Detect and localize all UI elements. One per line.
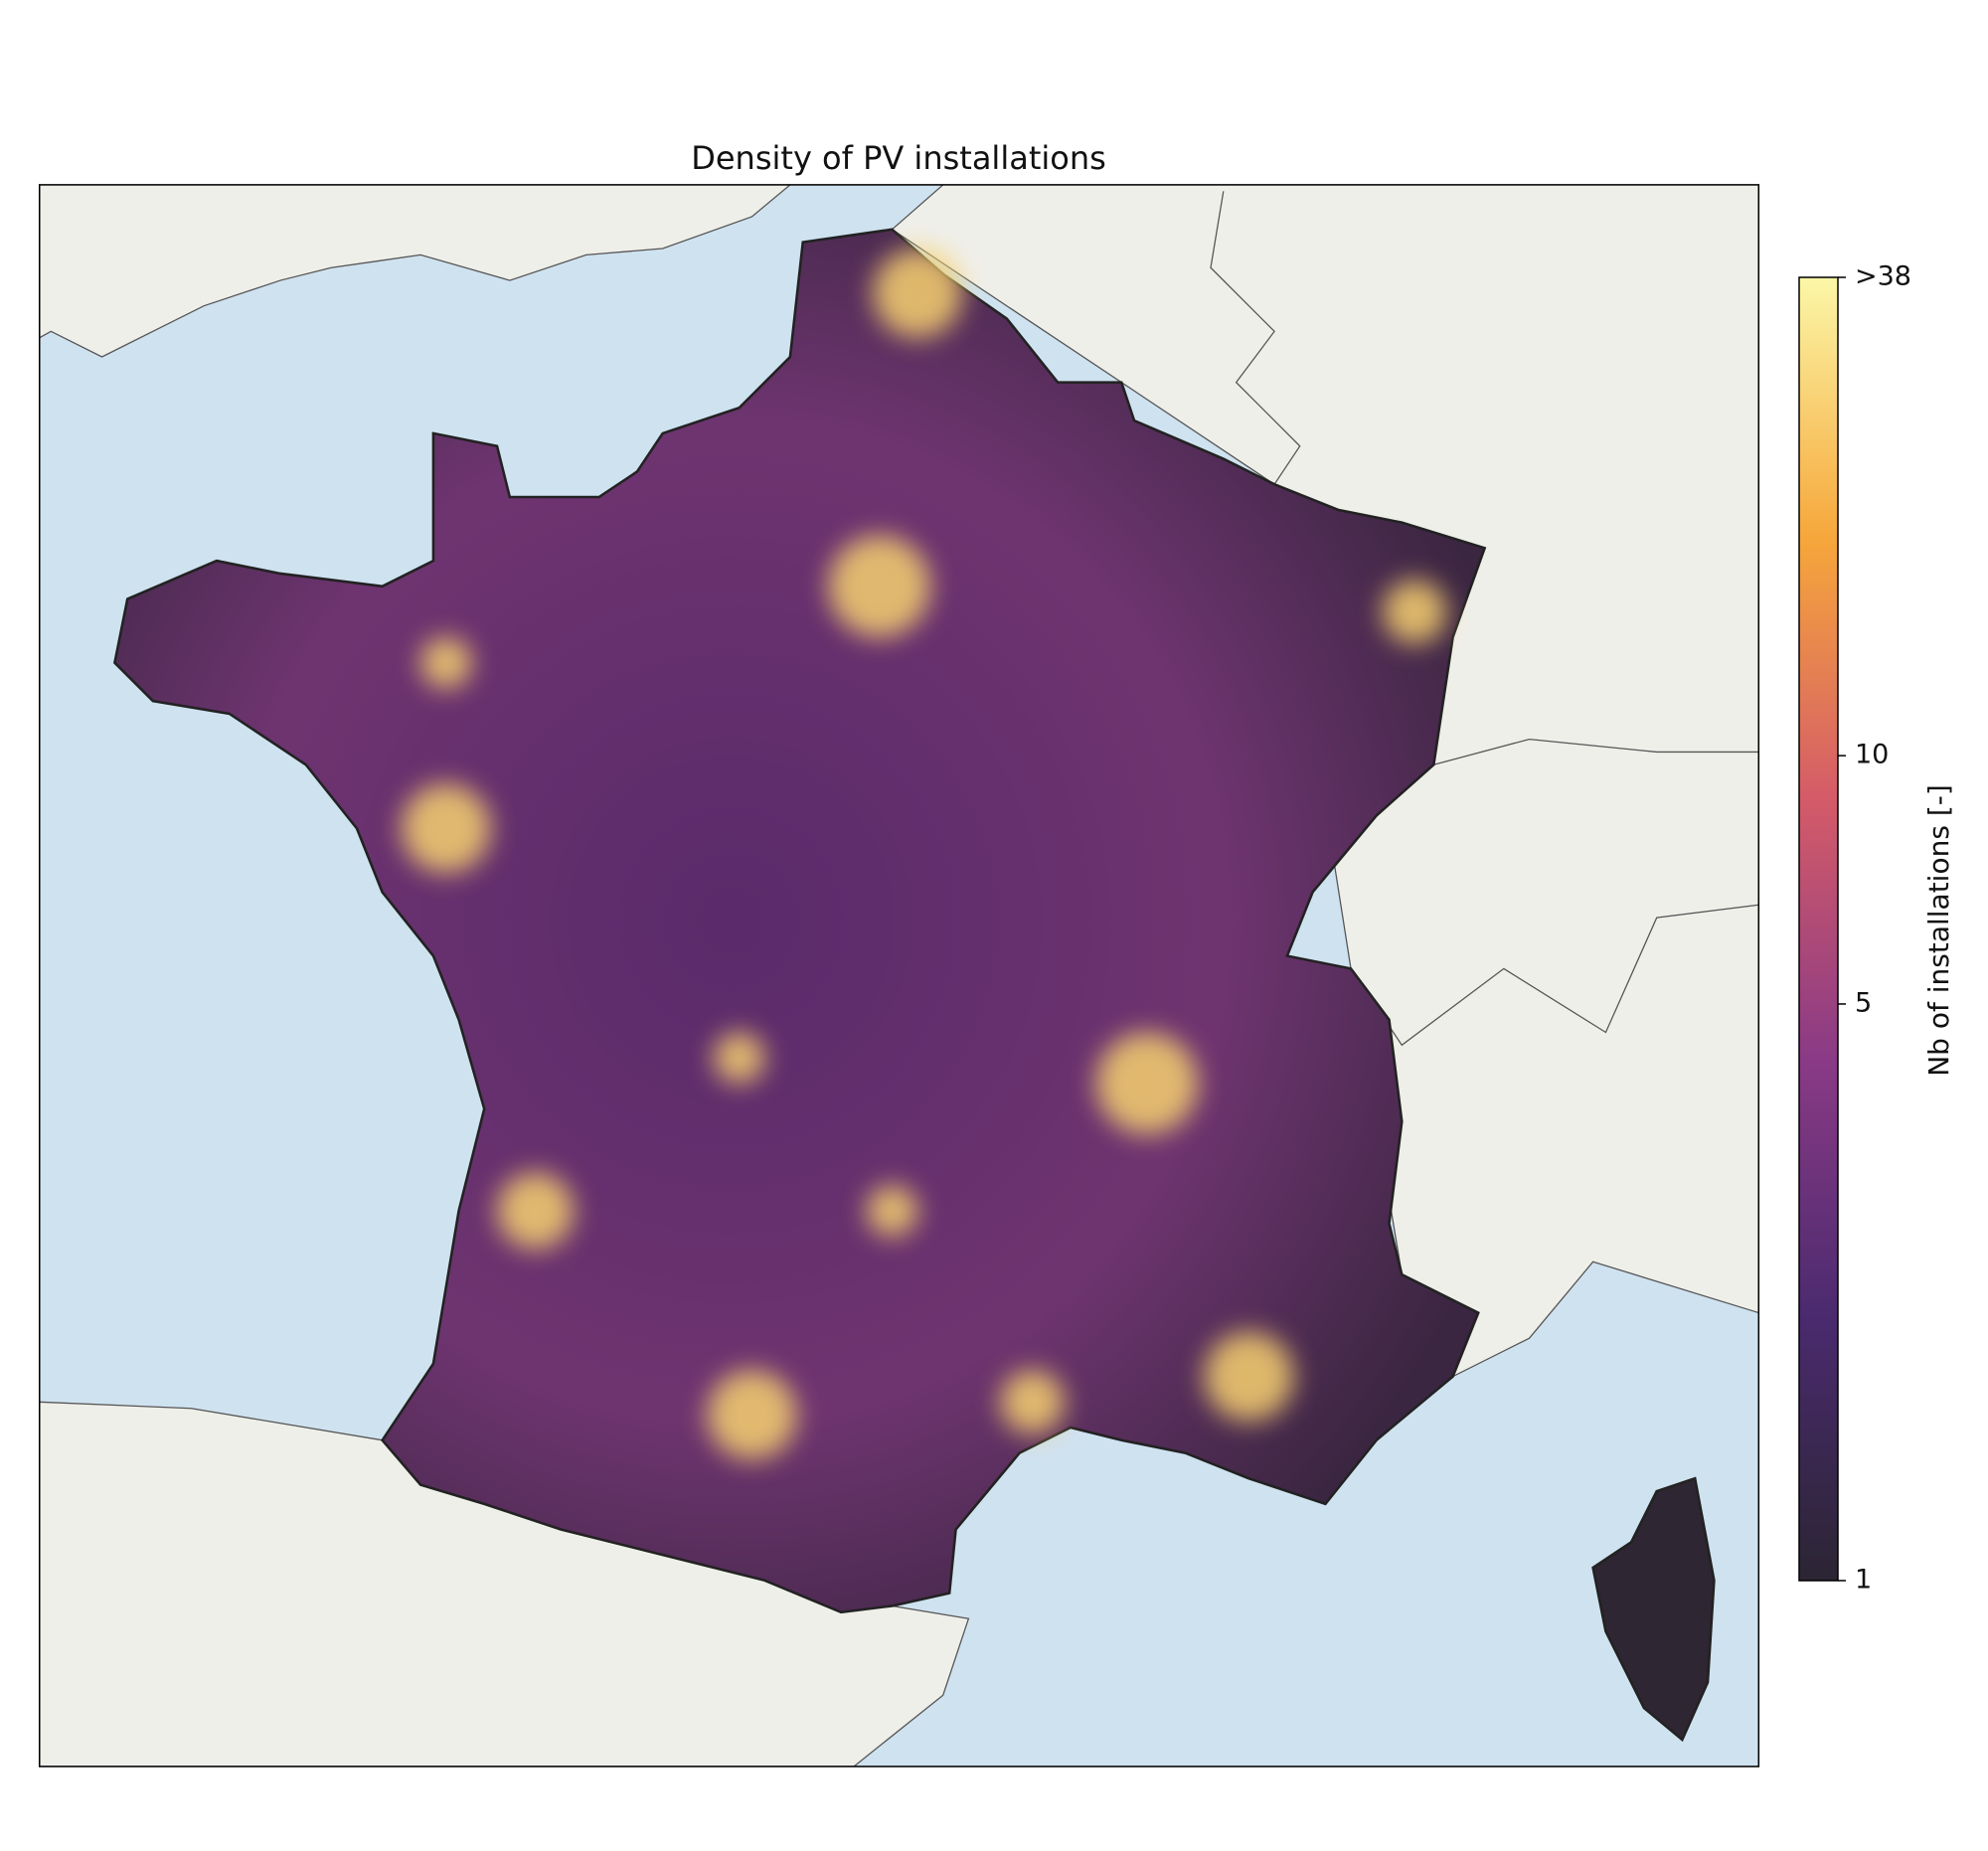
map [38,184,1760,1767]
colorbar-label: Nb of installations [-] [1922,784,1955,1077]
border [1350,904,1759,1047]
colorbar [1798,276,1839,1582]
colorbar-tick-label: 1 [1855,1565,1872,1596]
chart-title: Density of PV installations [691,139,1106,177]
axes-frame [38,184,1760,1767]
border [1433,738,1759,765]
colorbar-tick-label: >38 [1855,261,1911,292]
corsica [1591,1476,1716,1743]
colorbar-tick-label: 10 [1855,740,1889,770]
border [1210,191,1301,485]
hotspots [401,249,1447,1460]
colorbar-tick-label: 5 [1855,987,1872,1018]
land [39,184,791,358]
france [112,228,1487,1614]
